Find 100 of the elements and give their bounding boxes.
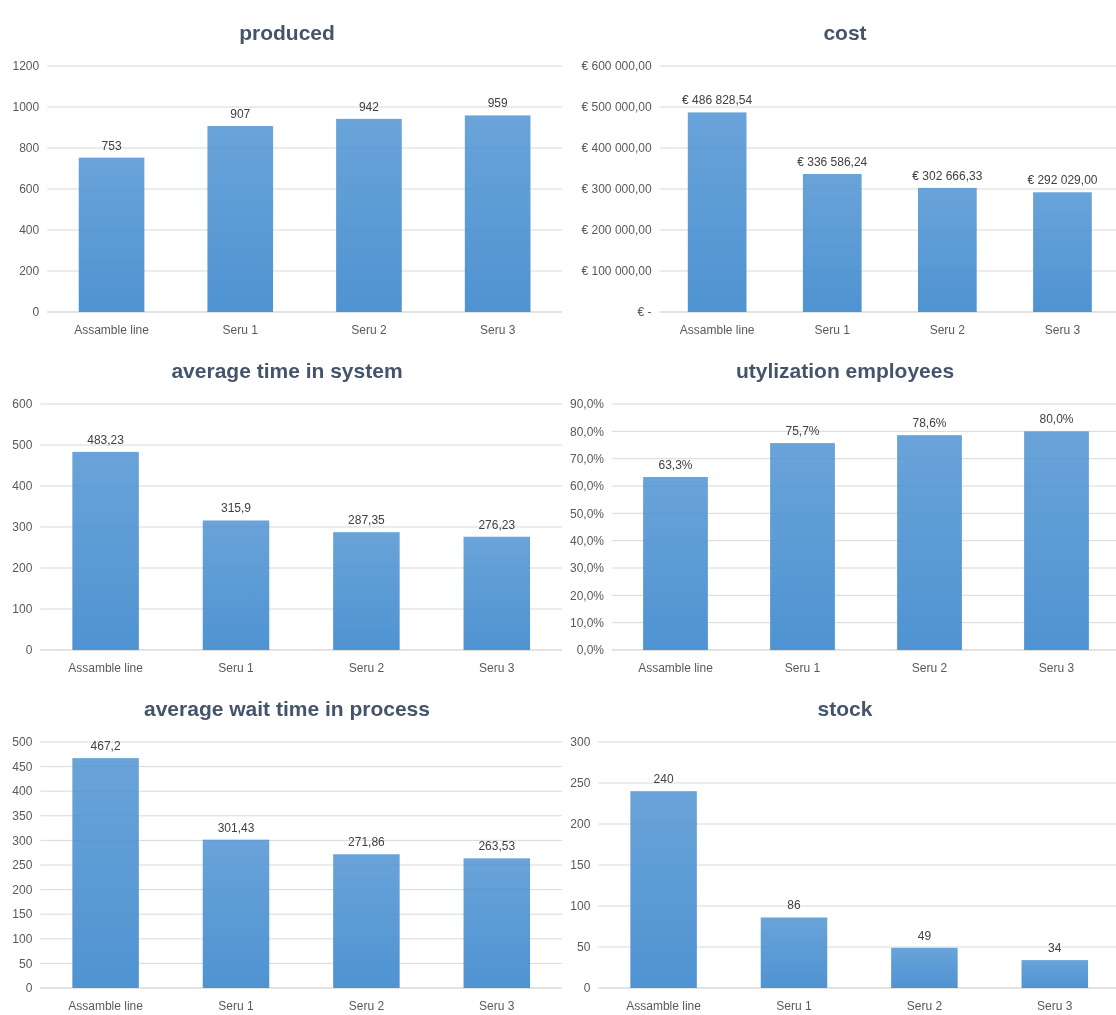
y-tick-label: € 500 000,00 xyxy=(581,100,652,115)
y-tick-label: 10,0% xyxy=(569,615,605,630)
y-tick-label: € - xyxy=(637,305,652,320)
bar xyxy=(1024,431,1089,650)
y-tick-label: 200 xyxy=(19,264,40,279)
data-label: 78,6% xyxy=(912,416,947,431)
chart-title: utylization employees xyxy=(735,359,955,382)
x-tick-label: Seru 2 xyxy=(351,323,387,338)
y-tick-label: 200 xyxy=(570,817,591,832)
bar xyxy=(72,758,139,988)
bar xyxy=(897,435,962,650)
x-tick-label: Seru 3 xyxy=(479,323,516,338)
data-label: 80,0% xyxy=(1039,412,1074,427)
y-tick-label: 20,0% xyxy=(569,588,605,603)
data-label: 483,23 xyxy=(87,432,125,447)
x-tick-label: Seru 1 xyxy=(222,323,259,338)
y-tick-label: € 400 000,00 xyxy=(581,141,652,156)
bar xyxy=(464,115,531,312)
x-tick-label: Seru 2 xyxy=(348,661,385,676)
y-tick-label: 80,0% xyxy=(569,424,605,439)
y-tick-label: 50,0% xyxy=(569,506,605,521)
x-tick-label: Seru 3 xyxy=(479,999,515,1014)
chart-title: stock xyxy=(817,697,873,720)
x-tick-label: Seru 2 xyxy=(348,999,385,1014)
y-tick-label: 300 xyxy=(12,520,33,535)
bar xyxy=(202,520,270,650)
bar xyxy=(630,791,697,988)
data-label: 467,2 xyxy=(90,739,121,754)
data-label: 287,35 xyxy=(348,513,386,528)
x-tick-label: Seru 3 xyxy=(1044,323,1081,338)
bar xyxy=(333,532,400,650)
y-tick-label: 100 xyxy=(570,899,591,914)
bar xyxy=(1021,960,1089,988)
bar xyxy=(463,536,531,650)
y-tick-label: 100 xyxy=(12,602,33,617)
y-tick-label: 0 xyxy=(32,305,40,320)
data-label: 49 xyxy=(917,928,932,943)
y-tick-label: 400 xyxy=(12,479,33,494)
y-tick-label: 200 xyxy=(12,882,33,897)
y-tick-label: 50 xyxy=(577,940,591,955)
bar xyxy=(202,839,270,988)
data-label: 240 xyxy=(653,772,674,787)
y-tick-label: 0 xyxy=(25,981,33,996)
y-tick-label: 450 xyxy=(12,759,33,774)
y-tick-label: 150 xyxy=(12,907,33,922)
bar xyxy=(760,917,828,988)
y-tick-label: 800 xyxy=(19,141,40,156)
y-tick-label: 400 xyxy=(12,784,33,799)
x-tick-label: Seru 1 xyxy=(218,999,254,1014)
y-tick-label: € 600 000,00 xyxy=(581,59,652,74)
bar xyxy=(918,187,977,312)
y-tick-label: € 100 000,00 xyxy=(581,264,652,279)
y-tick-label: 0 xyxy=(583,981,591,996)
y-tick-label: 350 xyxy=(12,809,33,823)
y-tick-label: 500 xyxy=(12,438,33,453)
x-tick-label: Assamble line xyxy=(74,323,150,338)
y-tick-label: 600 xyxy=(19,182,40,197)
data-label: 86 xyxy=(787,898,801,913)
chart-title: produced xyxy=(239,21,335,44)
y-tick-label: 500 xyxy=(12,735,33,750)
y-tick-label: 250 xyxy=(12,858,33,873)
y-tick-label: 100 xyxy=(12,932,33,946)
data-label: 276,23 xyxy=(478,517,516,532)
y-tick-label: 200 xyxy=(12,561,33,576)
data-label: 63,3% xyxy=(658,457,693,472)
bar xyxy=(643,476,708,650)
y-tick-label: 1200 xyxy=(12,59,40,74)
y-tick-label: 150 xyxy=(570,858,591,873)
bar xyxy=(78,157,145,312)
x-tick-label: Seru 2 xyxy=(911,661,948,676)
y-tick-label: 300 xyxy=(12,833,33,848)
data-label: € 302 666,33 xyxy=(912,168,983,183)
x-tick-label: Seru 1 xyxy=(784,661,821,676)
bar xyxy=(802,174,862,312)
bar xyxy=(207,126,274,312)
data-label: 271,86 xyxy=(348,835,386,850)
data-label: € 292 029,00 xyxy=(1027,173,1098,188)
x-tick-label: Assamble line xyxy=(68,999,144,1014)
bar xyxy=(891,947,958,988)
y-tick-label: 60,0% xyxy=(569,479,605,494)
x-tick-label: Seru 1 xyxy=(218,661,254,676)
x-tick-label: Seru 2 xyxy=(906,999,943,1014)
x-tick-label: Assamble line xyxy=(679,323,755,338)
data-label: 263,53 xyxy=(478,839,516,854)
y-tick-label: 40,0% xyxy=(569,533,605,548)
y-tick-label: 1000 xyxy=(12,100,40,115)
data-label: € 486 828,54 xyxy=(682,93,753,108)
chart-title: average time in system xyxy=(171,359,403,382)
chart-title: average wait time in process xyxy=(144,697,430,720)
data-label: 753 xyxy=(101,138,122,153)
bar xyxy=(770,443,835,650)
data-label: 959 xyxy=(487,96,508,111)
y-tick-label: € 300 000,00 xyxy=(581,182,652,197)
data-label: € 336 586,24 xyxy=(797,155,868,169)
x-tick-label: Seru 1 xyxy=(814,323,851,338)
y-tick-label: 90,0% xyxy=(569,397,605,412)
data-label: 315,9 xyxy=(220,501,252,516)
y-tick-label: 70,0% xyxy=(569,451,605,466)
bar xyxy=(333,854,400,988)
x-tick-label: Assamble line xyxy=(638,661,714,676)
